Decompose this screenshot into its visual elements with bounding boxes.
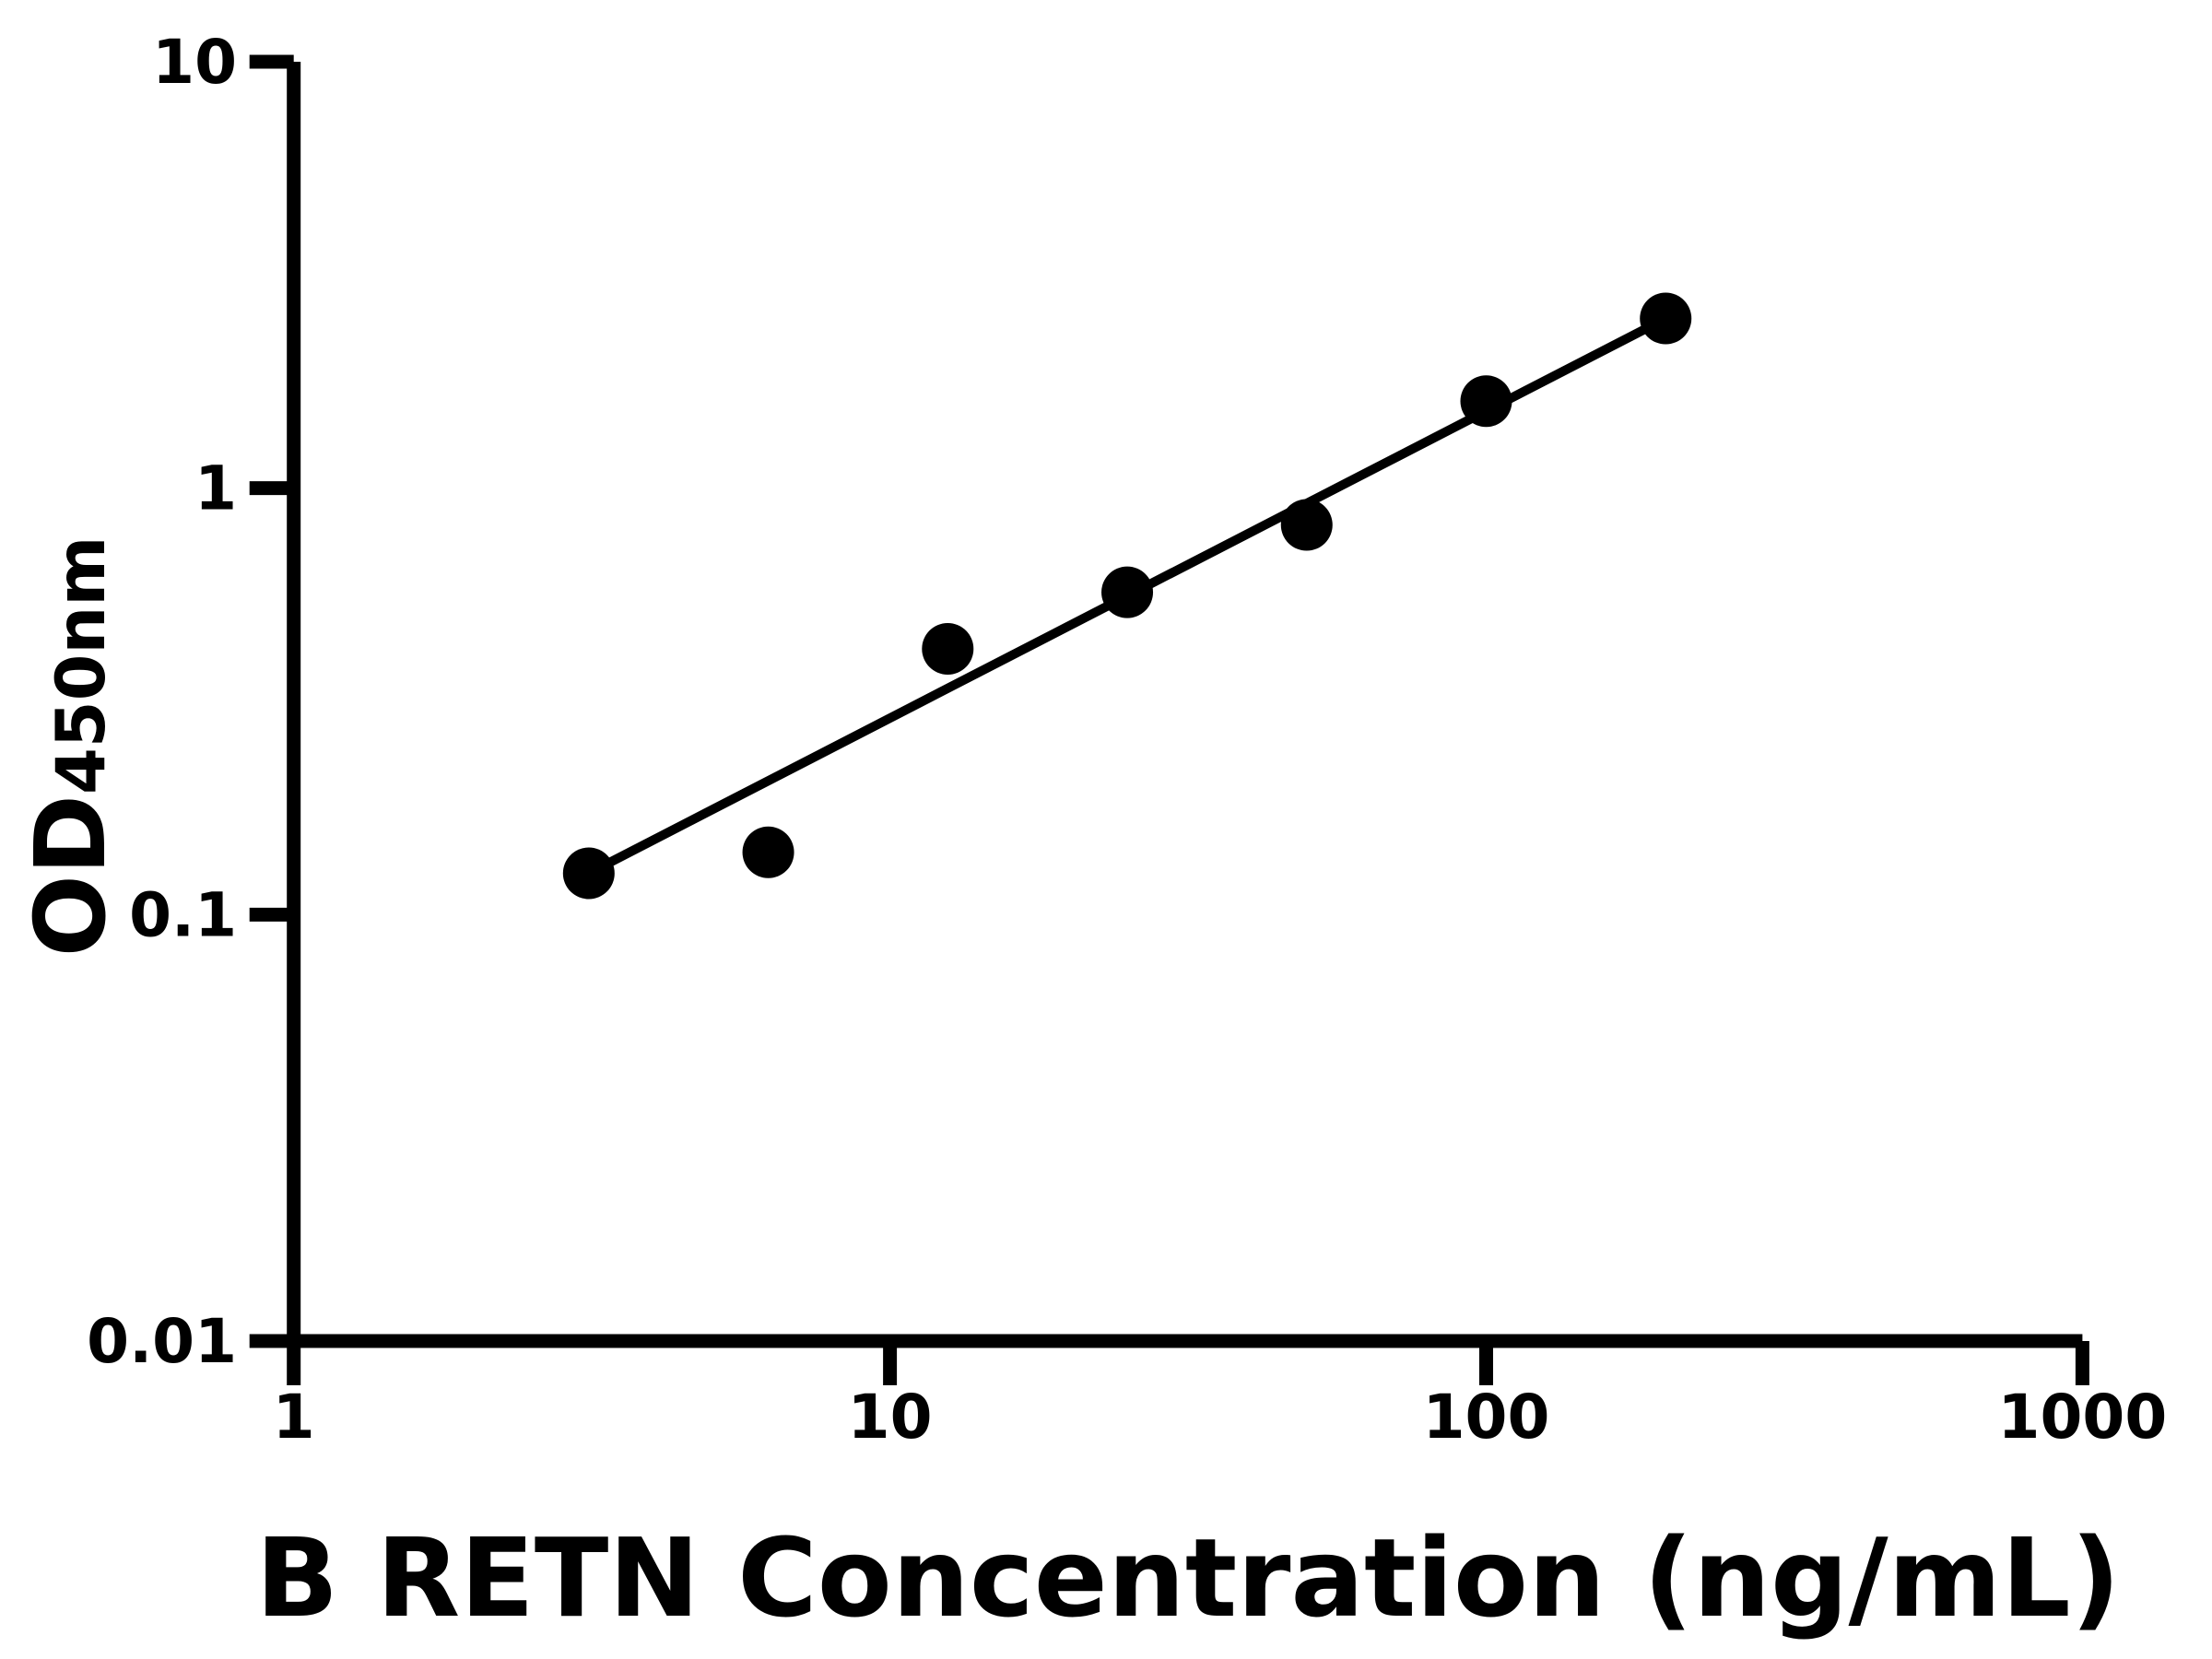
data-point bbox=[1280, 499, 1333, 551]
x-tick-label: 10 bbox=[848, 1382, 933, 1453]
data-point bbox=[1640, 292, 1692, 345]
x-axis-ticks bbox=[287, 1341, 2089, 1385]
x-tick-label: 1000 bbox=[1998, 1382, 2168, 1453]
y-tick-label: 10 bbox=[152, 27, 237, 98]
x-axis-tick-labels: 1 10 100 1000 bbox=[273, 1382, 2168, 1453]
data-points bbox=[562, 292, 1692, 900]
y-tick-label: 1 bbox=[194, 453, 237, 524]
data-point bbox=[922, 622, 974, 675]
y-axis-tick-labels: 0.01 0.1 1 10 bbox=[87, 27, 237, 1377]
y-axis-title: OD450nm bbox=[15, 536, 127, 958]
data-point bbox=[1460, 375, 1512, 428]
x-tick-label: 1 bbox=[273, 1382, 315, 1453]
axes-lines bbox=[287, 62, 2083, 1348]
x-tick-label: 100 bbox=[1423, 1382, 1550, 1453]
y-tick-label: 0.1 bbox=[129, 879, 237, 950]
y-axis-title-main: OD bbox=[15, 794, 127, 957]
y-axis-title-subscript: 450nm bbox=[42, 536, 121, 794]
x-axis-title: B RETN Concentration (ng/mL) bbox=[255, 1514, 2120, 1641]
data-point bbox=[1101, 566, 1154, 618]
data-point bbox=[742, 826, 794, 878]
y-axis-ticks bbox=[249, 54, 294, 1348]
data-point bbox=[562, 847, 615, 900]
y-tick-label: 0.01 bbox=[87, 1306, 237, 1377]
